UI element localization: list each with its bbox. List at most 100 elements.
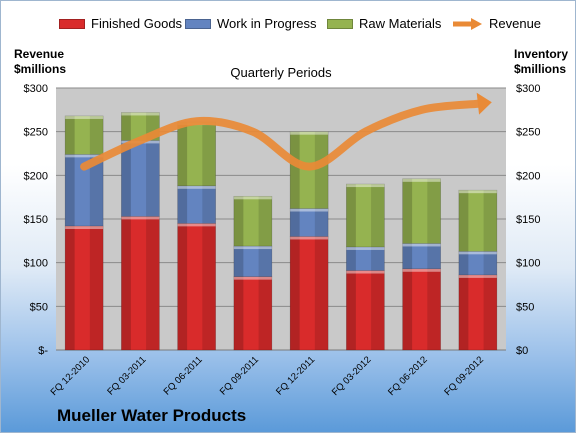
right-axis-title: Inventory $millions [514, 47, 568, 77]
bar-finished-goods [402, 268, 441, 351]
bar-shade-work-in-progress [89, 154, 104, 226]
bar-shade-finished-goods [458, 274, 469, 350]
bar-shade-work-in-progress [314, 208, 329, 237]
bar-cap-work-in-progress [177, 185, 216, 189]
y-right-tick-label: $200 [516, 170, 540, 182]
y-right-tick-label: $150 [516, 214, 540, 226]
bar-cap-finished-goods [233, 276, 272, 280]
bar-shade-work-in-progress [483, 251, 497, 275]
bar-cap-raw-materials [402, 178, 441, 182]
x-tick-label: FQ 09-2011 [218, 354, 261, 397]
right-axis-title-line2: $millions [514, 62, 567, 76]
bar-shade-raw-materials [346, 184, 356, 247]
bar-shade-work-in-progress [290, 208, 300, 237]
right-axis-title-line1: Inventory [514, 47, 569, 61]
bar-cap-raw-materials [346, 184, 385, 188]
bar-shade-raw-materials [89, 115, 104, 155]
bar-raw-materials [402, 178, 441, 244]
bar-cap-finished-goods [458, 274, 497, 278]
bar-shade-finished-goods [202, 223, 216, 350]
bar-raw-materials [458, 189, 498, 252]
legend-label-finished-goods: Finished Goods [91, 16, 183, 31]
bar-shade-finished-goods [427, 268, 441, 350]
chart-title: Quarterly Periods [230, 65, 332, 80]
bar-shade-finished-goods [346, 270, 356, 350]
bar-shade-work-in-progress [346, 246, 356, 271]
y-left-tick-label: $250 [24, 127, 48, 139]
bar-cap-raw-materials [458, 190, 497, 194]
bar-cap-finished-goods [402, 268, 441, 272]
bar-finished-goods [233, 276, 273, 351]
x-tick-label: FQ 06-2011 [162, 354, 205, 397]
legend-item-finished-goods: Finished Goods [59, 16, 182, 31]
x-tick-label: FQ 06-2012 [386, 354, 430, 398]
bar-cap-finished-goods [121, 216, 160, 220]
bar-shade-work-in-progress [458, 251, 469, 275]
y-left-tick-label: $100 [24, 258, 48, 270]
bar-shade-raw-materials [290, 131, 300, 209]
bar-shade-raw-materials [121, 112, 131, 141]
y-right-tick-label: $100 [516, 258, 540, 270]
x-tick-label: FQ 12-2010 [49, 354, 93, 398]
bar-finished-goods [458, 274, 498, 351]
legend-swatch-raw-materials [327, 18, 353, 29]
legend-item-revenue: Revenue [451, 16, 541, 31]
bar-shade-raw-materials [458, 190, 469, 252]
legend-swatch-work-in-progress [185, 18, 211, 29]
bar-cap-finished-goods [177, 223, 216, 227]
bar-cap-raw-materials [65, 115, 104, 119]
bar-cap-work-in-progress [346, 246, 385, 250]
bar-cap-finished-goods [65, 225, 104, 229]
y-left-tick-label: $150 [24, 214, 48, 226]
legend-swatch-finished-goods [59, 18, 85, 29]
bar-shade-work-in-progress [233, 246, 244, 277]
bar-work-in-progress [121, 140, 160, 217]
bar-work-in-progress [233, 245, 273, 277]
y-right-tick-label: $0 [516, 345, 528, 357]
bar-cap-work-in-progress [233, 246, 272, 250]
bar-shade-work-in-progress [177, 185, 188, 224]
legend-item-work-in-progress: Work in Progress [185, 16, 316, 31]
legend: Finished Goods Work in Progress Raw Mate… [1, 16, 575, 34]
bar-cap-finished-goods [346, 270, 385, 274]
x-tick-label: FQ 03-2012 [330, 354, 374, 398]
bar-shade-finished-goods [233, 276, 244, 350]
left-axis-title-line2: $millions [14, 62, 67, 76]
bar-shade-work-in-progress [65, 154, 75, 226]
x-tick-label: FQ 09-2012 [442, 354, 486, 398]
bar-shade-finished-goods [371, 270, 385, 350]
bar-shade-work-in-progress [371, 246, 385, 271]
bar-cap-work-in-progress [65, 154, 104, 158]
bar-shade-raw-materials [427, 178, 441, 244]
bar-shade-finished-goods [146, 216, 160, 350]
bar-work-in-progress [177, 185, 216, 224]
left-axis-title: Revenue $millions [14, 47, 66, 77]
bar-work-in-progress [402, 243, 441, 270]
bar-shade-work-in-progress [121, 140, 131, 217]
bar-shade-raw-materials [258, 196, 272, 247]
company-title: Mueller Water Products [57, 406, 247, 425]
bar-cap-work-in-progress [458, 251, 497, 255]
y-right-tick-label: $300 [516, 83, 540, 95]
bar-raw-materials [64, 115, 104, 155]
revenue-arrowhead [476, 92, 492, 115]
bar-shade-finished-goods [177, 223, 188, 350]
bar-shade-finished-goods [89, 225, 104, 350]
bar-finished-goods [177, 223, 216, 351]
legend-label-raw-materials: Raw Materials [359, 16, 442, 31]
bar-shade-work-in-progress [146, 140, 160, 217]
y-right-tick-label: $50 [516, 301, 534, 313]
bar-shade-finished-goods [121, 216, 131, 350]
y-right-tick-label: $250 [516, 127, 540, 139]
bar-cap-raw-materials [233, 196, 272, 200]
bar-cap-raw-materials [121, 112, 160, 116]
legend-item-raw-materials: Raw Materials [327, 16, 441, 31]
x-tick-label: FQ 12-2011 [274, 354, 317, 397]
bar-work-in-progress [289, 208, 329, 237]
bar-shade-finished-goods [314, 236, 329, 350]
bar-work-in-progress [458, 251, 498, 276]
bar-shade-finished-goods [402, 268, 413, 350]
bar-shade-work-in-progress [258, 246, 272, 277]
